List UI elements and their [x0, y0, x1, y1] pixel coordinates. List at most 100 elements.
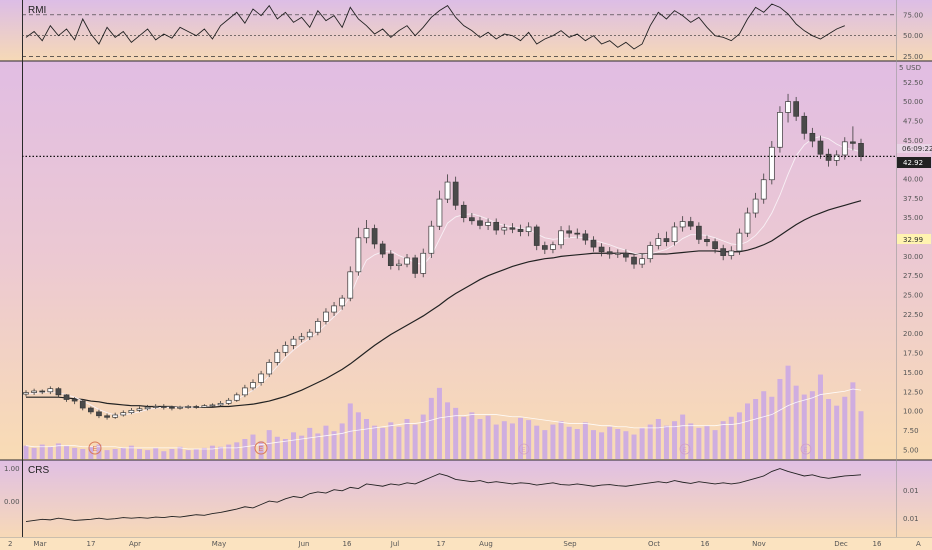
volume-bar — [64, 445, 70, 459]
volume-bar — [696, 427, 702, 459]
volume-bar — [339, 423, 345, 459]
volume-bar — [412, 424, 418, 459]
candle-body — [396, 263, 402, 266]
candle-body — [314, 321, 321, 333]
rmi-series-line — [25, 3, 845, 50]
candle-body — [282, 344, 289, 353]
countdown-text: 06:09:22 — [902, 145, 932, 153]
candle-body — [104, 415, 110, 418]
candle-body — [833, 154, 840, 161]
volume-bar — [307, 427, 313, 459]
candle-body — [760, 179, 767, 200]
crs-series-line — [25, 468, 862, 523]
candle-body — [696, 225, 702, 240]
volume-bar — [396, 426, 402, 459]
candle-body — [120, 412, 127, 416]
candle-body — [493, 221, 500, 231]
candle-body — [477, 220, 483, 226]
candle-body — [752, 198, 759, 214]
volume-bar — [801, 394, 807, 459]
volume-bar — [112, 449, 118, 459]
time-axis-label: Apr — [129, 540, 141, 548]
volume-bar — [842, 396, 848, 459]
volume-bar — [388, 422, 394, 459]
rmi-tick-label: 75.00 — [903, 11, 923, 19]
candle-body — [71, 399, 78, 402]
volume-bar — [218, 446, 224, 459]
price-tick-label: 30.00 — [903, 253, 923, 261]
crs-right-tick: 0.01 — [903, 487, 919, 495]
volume-bar — [145, 450, 151, 459]
crs-right-tick: 0.01 — [903, 515, 919, 523]
time-axis-label: Sep — [563, 540, 577, 548]
volume-bar — [485, 415, 491, 459]
volume-bar — [558, 421, 564, 459]
countdown-tag — [897, 144, 931, 153]
price-tick-label: 25.00 — [903, 292, 923, 300]
earnings-events[interactable]: E E E E E — [88, 441, 812, 455]
volume-bar — [493, 424, 499, 459]
volume-bar — [590, 430, 596, 459]
candle-body — [347, 271, 354, 299]
candle-body — [623, 252, 629, 258]
candle-body — [777, 112, 783, 148]
candle-body — [704, 238, 710, 243]
last-price-tag — [897, 157, 931, 168]
candle-body — [793, 101, 799, 117]
volume-bar — [858, 411, 864, 459]
event-marker[interactable] — [88, 441, 102, 455]
event-label: E — [93, 446, 98, 453]
candle-body — [47, 388, 54, 393]
candle-body — [469, 217, 475, 222]
rmi-axis: 75.00 50.00 25.00 — [903, 11, 923, 61]
volume-bar — [477, 419, 483, 459]
volume-bar — [315, 433, 321, 459]
time-axis-label: Mar — [33, 540, 46, 548]
candle-body — [306, 331, 313, 338]
candle-body — [185, 406, 191, 408]
event-marker[interactable] — [800, 443, 812, 455]
volume-bar — [209, 445, 215, 459]
event-marker[interactable] — [254, 441, 268, 455]
volume-bar — [153, 447, 159, 459]
price-tick-label: 12.50 — [903, 388, 923, 396]
volume-bar — [380, 427, 386, 459]
time-axis-label: 16 — [701, 540, 710, 548]
volume-bar — [623, 431, 629, 459]
volume-bar — [850, 382, 856, 459]
price-axis[interactable]: 52.5050.0047.5045.0042.5040.0037.5035.00… — [903, 79, 923, 455]
volume-bar — [428, 397, 434, 459]
candle-body — [817, 140, 824, 155]
time-axis-label: 16 — [873, 540, 882, 548]
rmi-tick-label: 50.00 — [903, 32, 923, 40]
time-axis[interactable]: Mar 17 Apr May Jun 16 Jul 17 Aug Sep Oct 16 Nov Dec 16 — [33, 540, 882, 548]
candle-body — [639, 258, 645, 265]
event-marker[interactable] — [679, 443, 691, 455]
time-axis-right-marker[interactable]: A — [916, 540, 921, 548]
candle-body — [274, 351, 281, 363]
candle-body — [744, 212, 751, 234]
candle-body — [136, 408, 143, 411]
event-marker[interactable] — [518, 443, 530, 455]
price-tick-label: 47.50 — [903, 117, 923, 125]
candle-body — [631, 256, 637, 265]
volume-bar — [331, 431, 337, 459]
candle-body — [250, 382, 256, 389]
rmi-label: RMI — [28, 5, 46, 16]
price-tick-label: 52.50 — [903, 79, 923, 87]
volume-bar — [136, 449, 142, 459]
volume-bar — [688, 423, 694, 459]
time-axis-left-marker[interactable]: 2 — [8, 540, 12, 548]
volume-bar — [647, 424, 653, 459]
candle-body — [574, 232, 581, 235]
candle-body — [460, 204, 467, 219]
time-axis-label: Aug — [479, 540, 493, 548]
volume-bar — [72, 447, 78, 459]
event-label: E — [683, 448, 687, 454]
candle-body — [452, 181, 459, 206]
volume-bar — [420, 414, 426, 459]
volume-bar — [728, 416, 734, 459]
volume-bar — [31, 447, 37, 459]
candle-body — [501, 227, 508, 231]
